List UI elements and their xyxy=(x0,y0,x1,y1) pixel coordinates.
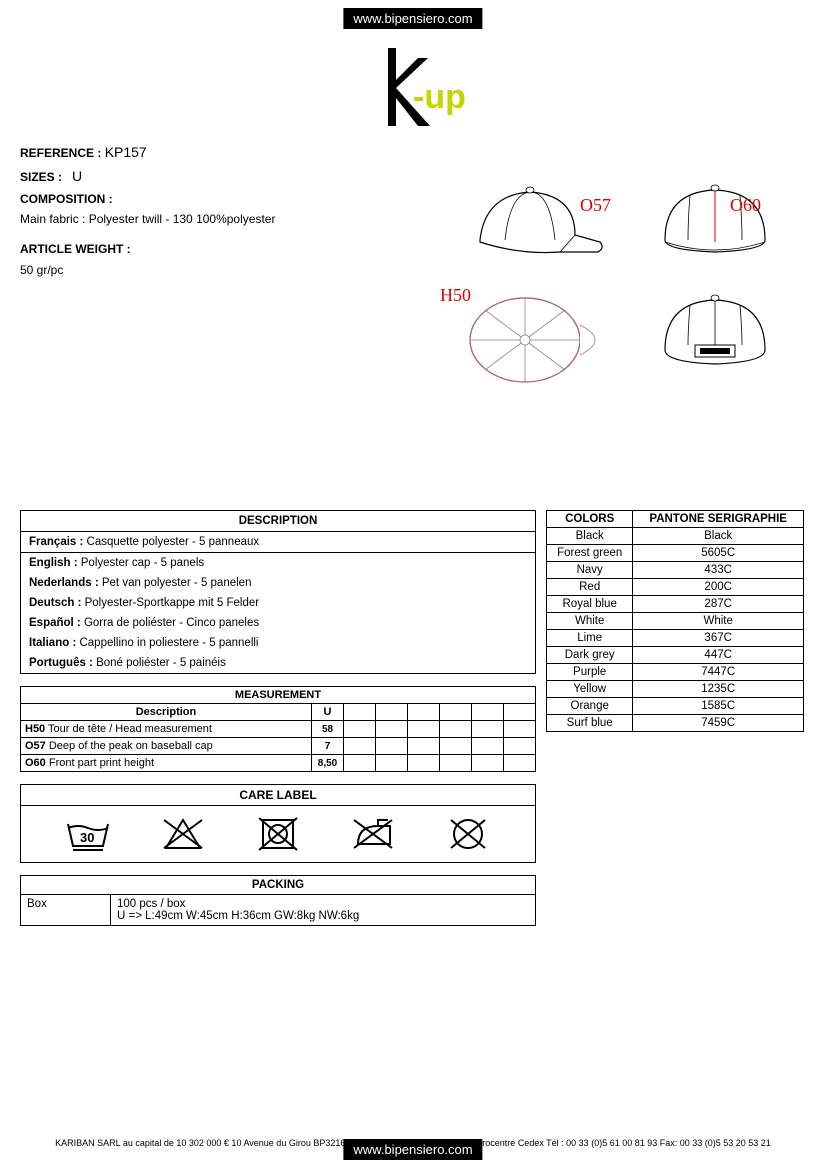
pantone-value: 200C xyxy=(633,579,804,596)
measurement-row-u: 7 xyxy=(312,738,344,755)
blank-cell xyxy=(376,721,408,738)
measurement-row-desc: H50 Tour de tête / Head measurement xyxy=(21,721,312,738)
measurement-desc-col: Description xyxy=(21,704,312,721)
footer-url-banner: www.bipensiero.com xyxy=(343,1139,482,1160)
no-iron-icon xyxy=(348,814,398,854)
blank-cell xyxy=(472,738,504,755)
blank-cell xyxy=(440,721,472,738)
blank-col xyxy=(408,704,440,721)
pantone-value: 1585C xyxy=(633,698,804,715)
sizes-value: U xyxy=(72,168,82,184)
care-icons-row: 30 xyxy=(20,806,536,863)
pantone-value: Black xyxy=(633,528,804,545)
blank-cell xyxy=(472,755,504,772)
blank-cell xyxy=(344,738,376,755)
measurement-u-col: U xyxy=(312,704,344,721)
blank-cell xyxy=(344,755,376,772)
no-dryclean-icon xyxy=(443,814,493,854)
description-row: Nederlands : Pet van polyester - 5 panel… xyxy=(21,573,536,593)
blank-col xyxy=(376,704,408,721)
pantone-value: 5605C xyxy=(633,545,804,562)
measurement-row-u: 58 xyxy=(312,721,344,738)
packing-box-label: Box xyxy=(21,895,111,926)
blank-cell xyxy=(504,738,536,755)
reference-value: KP157 xyxy=(105,144,147,160)
color-name: White xyxy=(547,613,633,630)
colors-table: COLORS PANTONE SERIGRAPHIE BlackBlackFor… xyxy=(546,510,804,732)
blank-cell xyxy=(408,721,440,738)
description-header: DESCRIPTION xyxy=(21,511,536,532)
blank-cell xyxy=(408,738,440,755)
wash-30-icon: 30 xyxy=(63,814,113,854)
blank-col xyxy=(504,704,536,721)
measurement-row-u: 8,50 xyxy=(312,755,344,772)
packing-details: 100 pcs / box U => L:49cm W:45cm H:36cm … xyxy=(111,895,536,926)
blank-cell xyxy=(376,755,408,772)
weight-label: ARTICLE WEIGHT : xyxy=(20,242,131,256)
svg-text:30: 30 xyxy=(80,830,94,845)
color-name: Navy xyxy=(547,562,633,579)
color-name: Red xyxy=(547,579,633,596)
blank-cell xyxy=(440,738,472,755)
blank-cell xyxy=(504,721,536,738)
pantone-value: 433C xyxy=(633,562,804,579)
pantone-value: 447C xyxy=(633,647,804,664)
colors-col2: PANTONE SERIGRAPHIE xyxy=(633,511,804,528)
care-header: CARE LABEL xyxy=(20,784,536,806)
header-url-banner: www.bipensiero.com xyxy=(343,8,482,29)
blank-cell xyxy=(472,721,504,738)
svg-text:-up: -up xyxy=(413,78,466,116)
packing-table: PACKING Box 100 pcs / box U => L:49cm W:… xyxy=(20,875,536,926)
color-name: Orange xyxy=(547,698,633,715)
sizes-label: SIZES : xyxy=(20,170,62,184)
description-row: Deutsch : Polyester-Sportkappe mit 5 Fel… xyxy=(21,593,536,613)
cap-diagram: O57 O60 H50 xyxy=(440,180,800,395)
reference-label: REFERENCE : xyxy=(20,146,101,160)
description-row: Español : Gorra de poliéster - Cinco pan… xyxy=(21,613,536,633)
no-tumble-dry-icon xyxy=(253,814,303,854)
blank-cell xyxy=(408,755,440,772)
blank-cell xyxy=(504,755,536,772)
pantone-value: 1235C xyxy=(633,681,804,698)
description-row: Français : Casquette polyester - 5 panne… xyxy=(21,532,536,553)
composition-label: COMPOSITION : xyxy=(20,192,113,206)
pantone-value: 7447C xyxy=(633,664,804,681)
description-row: Italiano : Cappellino in poliestere - 5 … xyxy=(21,633,536,653)
description-row: Português : Boné poliéster - 5 painéis xyxy=(21,653,536,674)
description-table: DESCRIPTION Français : Casquette polyest… xyxy=(20,510,536,674)
blank-cell xyxy=(440,755,472,772)
pantone-value: 367C xyxy=(633,630,804,647)
description-row: English : Polyester cap - 5 panels xyxy=(21,553,536,574)
color-name: Black xyxy=(547,528,633,545)
packing-header: PACKING xyxy=(21,876,536,895)
brand-logo: -up xyxy=(20,48,806,131)
blank-col xyxy=(472,704,504,721)
pantone-value: 287C xyxy=(633,596,804,613)
color-name: Purple xyxy=(547,664,633,681)
color-name: Surf blue xyxy=(547,715,633,732)
color-name: Dark grey xyxy=(547,647,633,664)
color-name: Yellow xyxy=(547,681,633,698)
no-bleach-icon xyxy=(158,814,208,854)
measurement-header: MEASUREMENT xyxy=(21,687,536,704)
pantone-value: White xyxy=(633,613,804,630)
color-name: Royal blue xyxy=(547,596,633,613)
diagram-label-h50: H50 xyxy=(440,285,471,306)
diagram-label-o57: O57 xyxy=(580,195,611,216)
pantone-value: 7459C xyxy=(633,715,804,732)
diagram-label-o60: O60 xyxy=(730,195,761,216)
measurement-table: MEASUREMENT Description U H50 Tour de tê… xyxy=(20,686,536,772)
blank-cell xyxy=(344,721,376,738)
blank-cell xyxy=(376,738,408,755)
color-name: Forest green xyxy=(547,545,633,562)
colors-col1: COLORS xyxy=(547,511,633,528)
color-name: Lime xyxy=(547,630,633,647)
blank-col xyxy=(440,704,472,721)
measurement-row-desc: O60 Front part print height xyxy=(21,755,312,772)
measurement-row-desc: O57 Deep of the peak on baseball cap xyxy=(21,738,312,755)
blank-col xyxy=(344,704,376,721)
